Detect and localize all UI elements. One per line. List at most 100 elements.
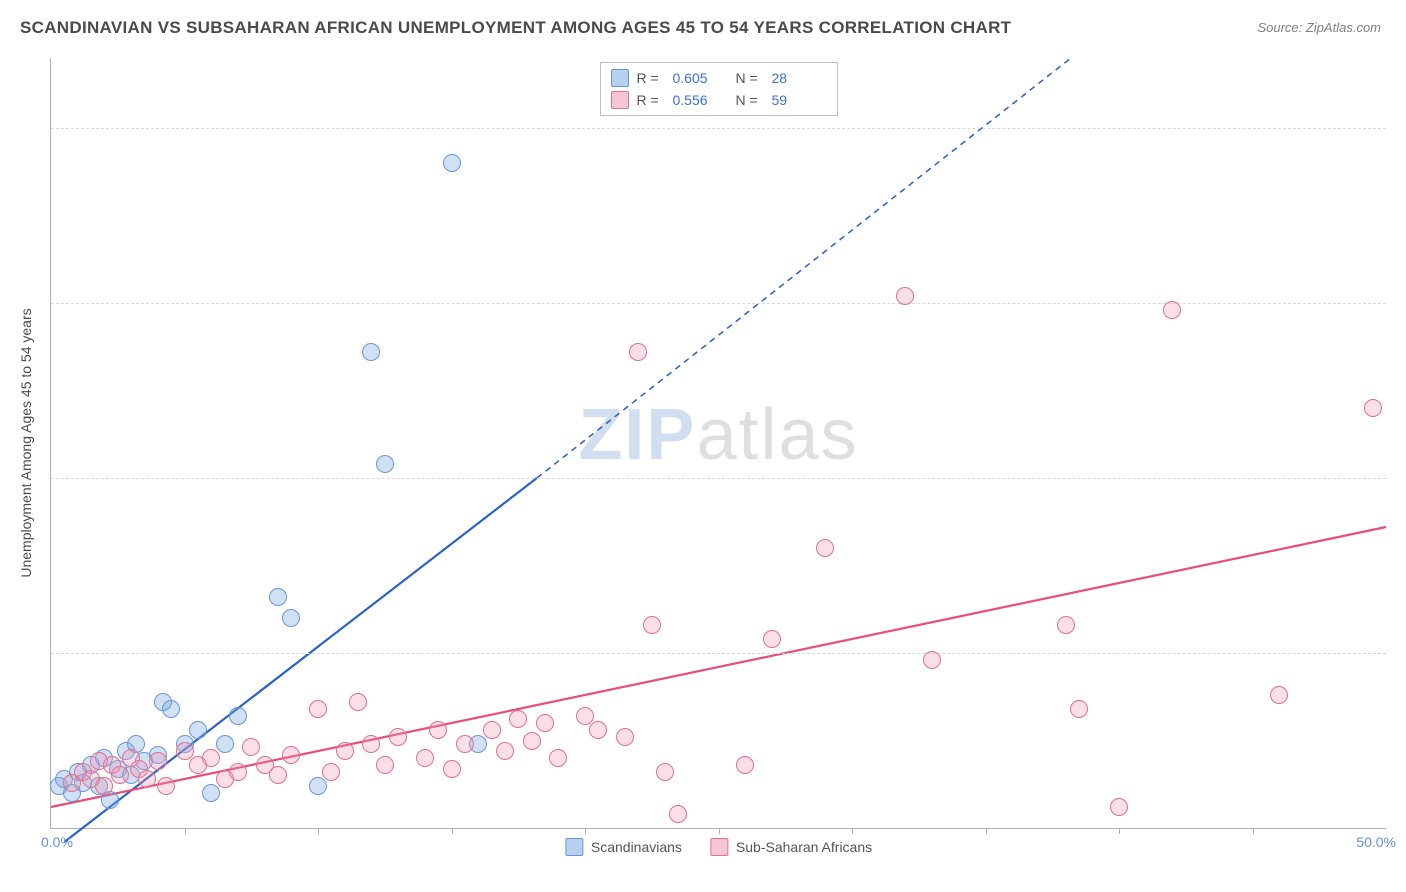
n-label: N = (736, 92, 764, 108)
x-axis-max: 50.0% (1356, 834, 1396, 850)
y-axis-label: Unemployment Among Ages 45 to 54 years (18, 308, 34, 577)
data-point (669, 805, 687, 823)
data-point (1364, 399, 1382, 417)
data-point (216, 735, 234, 753)
data-point (138, 770, 156, 788)
data-point (157, 777, 175, 795)
data-point (923, 651, 941, 669)
y-tick-label: 37.5% (1391, 295, 1406, 311)
data-point (349, 693, 367, 711)
legend-swatch (611, 91, 629, 109)
data-point (229, 763, 247, 781)
scatter-plot: Unemployment Among Ages 45 to 54 years Z… (50, 58, 1386, 829)
data-point (189, 721, 207, 739)
data-point (1057, 616, 1075, 634)
data-point (509, 710, 527, 728)
data-point (242, 738, 260, 756)
data-point (1270, 686, 1288, 704)
data-point (336, 742, 354, 760)
data-point (763, 630, 781, 648)
legend-stat-row: R = 0.605 N = 28 (611, 67, 827, 89)
n-value: 28 (772, 70, 827, 86)
legend-item: Sub-Saharan Africans (710, 838, 872, 856)
data-point (896, 287, 914, 305)
data-point (816, 539, 834, 557)
x-tick (719, 828, 720, 834)
chart-title: SCANDINAVIAN VS SUBSAHARAN AFRICAN UNEMP… (20, 18, 1011, 37)
x-tick (585, 828, 586, 834)
r-label: R = (637, 92, 665, 108)
watermark: ZIPatlas (578, 394, 858, 476)
data-point (549, 749, 567, 767)
data-point (616, 728, 634, 746)
data-point (496, 742, 514, 760)
data-point (111, 766, 129, 784)
data-point (576, 707, 594, 725)
legend-stat-row: R =0.556N =59 (611, 89, 827, 111)
data-point (416, 749, 434, 767)
legend-label: Sub-Saharan Africans (736, 839, 872, 855)
data-point (629, 343, 647, 361)
data-point (282, 609, 300, 627)
x-tick (318, 828, 319, 834)
data-point (202, 784, 220, 802)
data-point (483, 721, 501, 739)
data-point (1163, 301, 1181, 319)
source-label: Source: ZipAtlas.com (1257, 20, 1381, 35)
y-tick-label: 12.5% (1391, 645, 1406, 661)
data-point (269, 588, 287, 606)
data-point (1110, 798, 1128, 816)
r-label: R = (637, 70, 665, 86)
legend-series: Scandinavians Sub-Saharan Africans (565, 838, 872, 856)
data-point (362, 735, 380, 753)
data-point (309, 777, 327, 795)
data-point (456, 735, 474, 753)
n-value: 59 (772, 92, 827, 108)
x-tick (1253, 828, 1254, 834)
data-point (229, 707, 247, 725)
data-point (95, 777, 113, 795)
legend-swatch (710, 838, 728, 856)
data-point (536, 714, 554, 732)
data-point (269, 766, 287, 784)
data-point (322, 763, 340, 781)
legend-swatch (611, 69, 629, 87)
data-point (202, 749, 220, 767)
legend-item: Scandinavians (565, 838, 682, 856)
data-point (389, 728, 407, 746)
y-tick-label: 50.0% (1391, 120, 1406, 136)
legend-label: Scandinavians (591, 839, 682, 855)
data-point (1070, 700, 1088, 718)
gridline (51, 478, 1386, 479)
data-point (309, 700, 327, 718)
data-point (656, 763, 674, 781)
gridline (51, 128, 1386, 129)
data-point (589, 721, 607, 739)
gridline (51, 303, 1386, 304)
x-tick (852, 828, 853, 834)
data-point (176, 742, 194, 760)
x-tick (986, 828, 987, 834)
data-point (443, 760, 461, 778)
gridline (51, 653, 1386, 654)
n-label: N = (736, 70, 764, 86)
data-point (736, 756, 754, 774)
data-point (443, 154, 461, 172)
data-point (282, 746, 300, 764)
x-tick (185, 828, 186, 834)
x-tick (1119, 828, 1120, 834)
data-point (162, 700, 180, 718)
data-point (643, 616, 661, 634)
trend-lines (51, 58, 1386, 828)
data-point (376, 455, 394, 473)
y-tick-label: 25.0% (1391, 470, 1406, 486)
data-point (149, 752, 167, 770)
r-value: 0.605 (673, 70, 728, 86)
legend-swatch (565, 838, 583, 856)
data-point (362, 343, 380, 361)
x-axis-origin: 0.0% (41, 834, 73, 850)
legend-stats: R =0.605N =28R =0.556N =59 (600, 62, 838, 116)
data-point (429, 721, 447, 739)
data-point (523, 732, 541, 750)
data-point (376, 756, 394, 774)
